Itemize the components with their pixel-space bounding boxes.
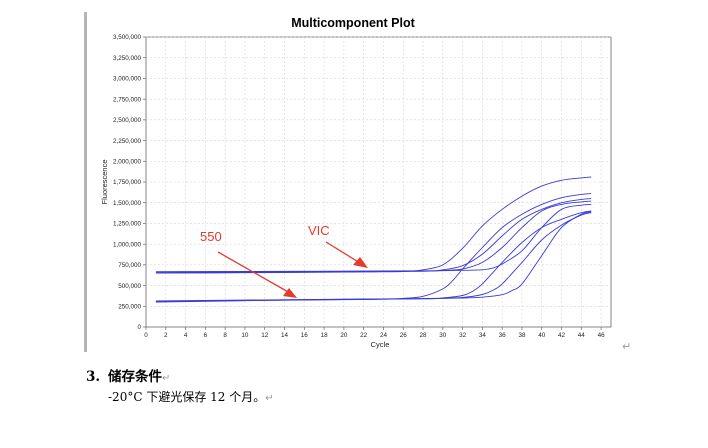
x-tick-label: 2 xyxy=(164,332,168,339)
x-tick-label: 20 xyxy=(340,332,348,339)
document-margin-rule xyxy=(84,12,87,352)
y-tick-label: 750,000 xyxy=(118,262,141,269)
paragraph-return-mark: ↵ xyxy=(622,340,632,353)
x-tick-label: 24 xyxy=(380,332,388,339)
y-tick-label: 250,000 xyxy=(118,303,141,310)
heading-return-mark: ↵ xyxy=(162,373,171,384)
x-tick-label: 18 xyxy=(321,332,329,339)
x-tick-label: 6 xyxy=(204,332,208,339)
y-tick-label: 3,250,000 xyxy=(113,55,142,62)
x-tick-label: 16 xyxy=(301,332,309,339)
x-tick-label: 10 xyxy=(241,332,249,339)
annotation-vic: VIC xyxy=(308,223,330,238)
x-tick-label: 30 xyxy=(439,332,447,339)
x-tick-label: 38 xyxy=(518,332,526,339)
y-axis-ticks: 0 250,000 500,000 750,000 1,000,000 1,250,000… xyxy=(113,34,146,331)
multicomponent-plot-chart: Multicomponent Plot 0 250,000 500,000 750,0… xyxy=(100,16,612,349)
x-axis-label: Cycle xyxy=(371,340,390,349)
x-tick-label: 26 xyxy=(400,332,408,339)
x-tick-label: 32 xyxy=(459,332,467,339)
x-tick-label: 8 xyxy=(223,332,227,339)
y-tick-label: 2,500,000 xyxy=(113,117,142,124)
x-tick-label: 44 xyxy=(578,332,586,339)
y-tick-label: 2,000,000 xyxy=(113,158,142,165)
series-lines xyxy=(155,176,592,303)
y-tick-label: 1,250,000 xyxy=(113,221,142,228)
series-line-4 xyxy=(155,203,592,273)
y-tick-label: 3,500,000 xyxy=(113,34,142,41)
y-tick-label: 2,750,000 xyxy=(113,96,142,103)
x-tick-label: 0 xyxy=(144,332,148,339)
y-tick-label: 500,000 xyxy=(118,283,141,290)
body-return-mark: ↵ xyxy=(265,393,274,404)
annotation-vic-arrow-line xyxy=(325,241,361,264)
section-heading: 3. 储存条件↵ xyxy=(86,365,170,385)
x-tick-label: 12 xyxy=(261,332,269,339)
x-tick-label: 46 xyxy=(598,332,606,339)
x-tick-label: 40 xyxy=(538,332,546,339)
x-tick-label: 34 xyxy=(479,332,487,339)
storage-condition-body: -20°C 下避光保存 12 个月。 xyxy=(108,390,266,404)
section-number: 3. xyxy=(86,369,101,385)
x-tick-label: 28 xyxy=(420,332,428,339)
x-tick-label: 42 xyxy=(558,332,566,339)
annotation-vic-arrowhead xyxy=(353,257,368,268)
series-line-8 xyxy=(155,211,592,302)
section-title: 储存条件 xyxy=(108,369,162,385)
grid-lines xyxy=(146,36,611,327)
annotation-550-arrow-line xyxy=(217,251,291,294)
x-axis-ticks: 0 2 4 6 8 10 12 14 16 18 20 22 24 26 28 30 32 34 36 38 40 42 4… xyxy=(144,327,605,339)
x-tick-label: 14 xyxy=(281,332,289,339)
storage-condition-text: -20°C 下避光保存 12 个月。↵ xyxy=(108,388,274,405)
x-tick-label: 36 xyxy=(499,332,507,339)
chart-title: Multicomponent Plot xyxy=(291,16,415,30)
y-tick-label: 3,000,000 xyxy=(113,76,142,83)
y-axis-label: Fluorescence xyxy=(100,159,109,204)
annotation-550: 550 xyxy=(200,229,222,244)
x-tick-label: 22 xyxy=(360,332,368,339)
x-tick-label: 4 xyxy=(184,332,188,339)
y-tick-label: 0 xyxy=(137,324,141,331)
y-tick-label: 1,500,000 xyxy=(113,200,142,207)
y-tick-label: 1,000,000 xyxy=(113,241,142,248)
y-tick-label: 2,250,000 xyxy=(113,138,142,145)
annotation-550-arrowhead xyxy=(283,288,297,298)
y-tick-label: 1,750,000 xyxy=(113,179,142,186)
